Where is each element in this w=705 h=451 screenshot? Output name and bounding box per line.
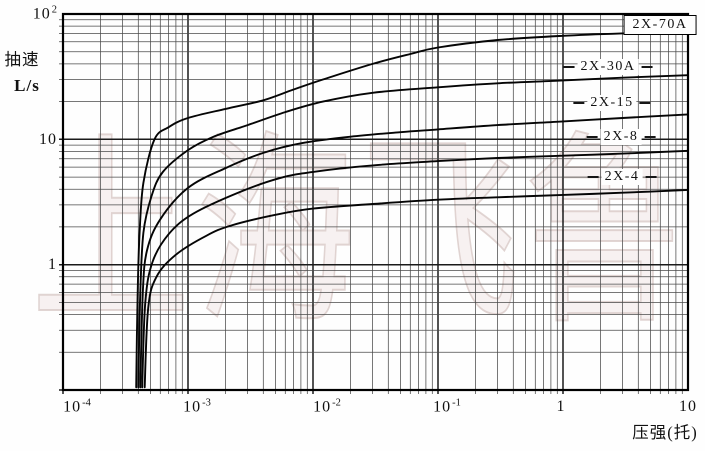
- y-tick-label-0: 102: [33, 5, 57, 24]
- curve-2x-30a: [137, 74, 689, 389]
- curve-2x-4: [143, 188, 689, 389]
- x-tick-label-2: 10-2: [313, 398, 341, 417]
- x-tick-label-0-exponent: -4: [82, 397, 91, 409]
- leader-dash: [644, 136, 656, 138]
- y-tick-label-2-base: 1: [48, 256, 57, 273]
- curve-label-2x-4: 2X-4: [587, 169, 657, 185]
- curve-2x-70a: [135, 30, 689, 389]
- leader-dash: [563, 66, 575, 68]
- x-tick-label-1: 10-3: [183, 398, 211, 417]
- x-axis-title: 压强(托): [632, 423, 698, 442]
- x-tick-label-4: 1: [557, 398, 566, 416]
- x-tick-label-0-base: 10: [63, 398, 82, 416]
- x-tick-label-2-base: 10: [313, 398, 332, 416]
- leader-dash: [587, 176, 599, 178]
- leader-dash: [586, 136, 598, 138]
- y-tick-label-2: 1: [48, 256, 57, 274]
- curve-label-2x-8: 2X-8: [586, 129, 656, 145]
- plot-border: [61, 12, 690, 392]
- y-axis-title-line2: L/s: [14, 76, 40, 95]
- leader-dash: [645, 176, 657, 178]
- curve-label-2x-70a: 2X-70A: [623, 15, 697, 35]
- curve-label-2x-15: 2X-15: [573, 95, 651, 111]
- x-tick-label-5-base: 10: [679, 398, 697, 415]
- curve-2x-15: [139, 113, 689, 389]
- y-axis-title-line1: 抽速: [4, 50, 40, 69]
- curve-label-2x-30a: 2X-30A: [563, 59, 653, 75]
- x-tick-label-1-exponent: -3: [202, 397, 211, 409]
- x-tick-label-2-exponent: -2: [332, 397, 341, 409]
- x-tick-label-5: 10: [679, 398, 697, 416]
- leader-dash: [641, 66, 653, 68]
- x-tick-label-0: 10-4: [63, 398, 91, 417]
- curve-label-text: 2X-15: [587, 95, 637, 111]
- x-tick-label-3-base: 10: [433, 398, 452, 416]
- x-tick-label-3: 10-1: [433, 398, 461, 417]
- y-tick-label-0-base: 10: [32, 5, 51, 23]
- curve-2x-8: [141, 149, 689, 389]
- leader-dash: [573, 102, 585, 104]
- y-tick-label-1-base: 10: [39, 131, 57, 148]
- x-tick-label-3-exponent: -1: [452, 397, 461, 409]
- y-tick-label-0-exponent: 2: [51, 4, 57, 16]
- x-tick-label-4-base: 1: [556, 398, 566, 415]
- curve-label-text: 2X-8: [600, 129, 642, 145]
- leader-dash: [639, 102, 651, 104]
- y-tick-label-1: 10: [39, 131, 57, 149]
- curve-label-text: 2X-70A: [623, 15, 697, 35]
- x-tick-label-1-base: 10: [183, 398, 202, 416]
- curve-label-text: 2X-4: [601, 169, 643, 185]
- curve-label-text: 2X-30A: [577, 59, 639, 75]
